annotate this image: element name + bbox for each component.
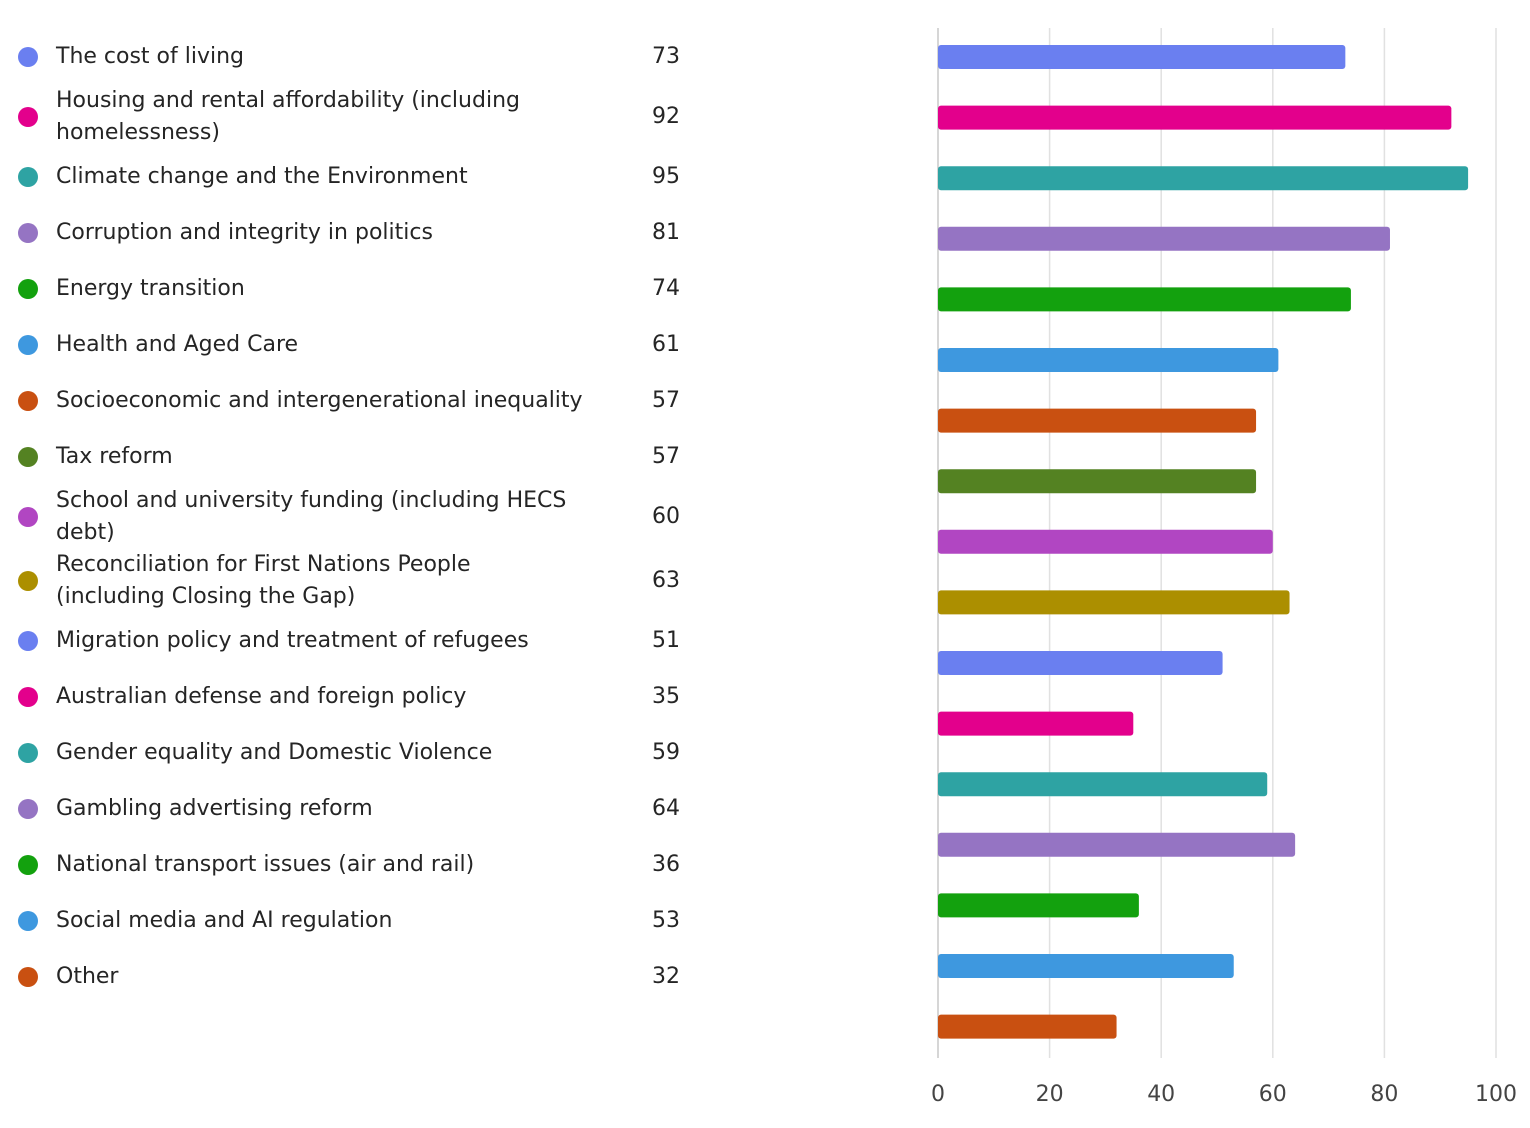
- bar-chart: 0 20 40 60 80 100: [931, 28, 1517, 1107]
- bar[interactable]: [938, 105, 1452, 130]
- legend-value: 64: [652, 796, 680, 821]
- legend-value: 81: [652, 220, 680, 245]
- legend-item: Australian defense and foreign policy 35: [0, 665, 720, 729]
- legend-marker-icon: [18, 855, 38, 875]
- legend-marker-icon: [18, 571, 38, 591]
- legend: The cost of living 73 Housing and rental a…: [0, 0, 720, 1128]
- legend-item: National transport issues (air and rail)…: [0, 833, 720, 897]
- bar[interactable]: [938, 1014, 1117, 1039]
- legend-item: Housing and rental affordability (includ…: [0, 85, 720, 149]
- legend-item: Tax reform 57: [0, 425, 720, 489]
- bar[interactable]: [938, 348, 1279, 372]
- x-tick-label: 100: [1475, 1082, 1517, 1107]
- bar[interactable]: [938, 590, 1290, 615]
- legend-value: 60: [652, 504, 680, 529]
- legend-label: Social media and AI regulation: [56, 908, 393, 933]
- legend-marker-icon: [18, 47, 38, 67]
- legend-value: 59: [652, 740, 680, 765]
- legend-label: Migration policy and treatment of refuge…: [56, 628, 529, 653]
- legend-label: Health and Aged Care: [56, 332, 299, 357]
- legend-value: 73: [652, 44, 680, 69]
- bar[interactable]: [938, 45, 1346, 69]
- bar[interactable]: [938, 226, 1390, 251]
- legend-label: Housing and rental affordability (includ…: [56, 88, 520, 145]
- legend-marker-icon: [18, 687, 38, 707]
- legend-marker-icon: [18, 447, 38, 467]
- bar[interactable]: [938, 954, 1234, 978]
- legend-value: 57: [652, 444, 680, 469]
- legend-marker-icon: [18, 631, 38, 651]
- legend-value: 57: [652, 388, 680, 413]
- legend-item: Migration policy and treatment of refuge…: [0, 609, 720, 673]
- legend-value: 74: [652, 276, 680, 301]
- legend-marker-icon: [18, 743, 38, 763]
- legend-item: Health and Aged Care 61: [0, 313, 720, 377]
- x-tick-label: 80: [1370, 1082, 1398, 1107]
- legend-value: 95: [652, 164, 680, 189]
- x-tick-label: 60: [1259, 1082, 1287, 1107]
- bar[interactable]: [938, 893, 1139, 918]
- legend-value: 51: [652, 628, 680, 653]
- bar[interactable]: [938, 287, 1351, 312]
- legend-label: Climate change and the Environment: [56, 164, 468, 189]
- legend-label: National transport issues (air and rail): [56, 852, 475, 877]
- legend-marker-icon: [18, 223, 38, 243]
- legend-label: Australian defense and foreign policy: [56, 684, 467, 709]
- legend-label: Reconciliation for First Nations People …: [56, 552, 471, 609]
- legend-value: 36: [652, 852, 680, 877]
- bar[interactable]: [938, 711, 1134, 736]
- legend-value: 35: [652, 684, 680, 709]
- bar[interactable]: [938, 651, 1223, 675]
- x-tick-label: 40: [1147, 1082, 1175, 1107]
- legend-value: 92: [652, 104, 680, 129]
- legend-marker-icon: [18, 335, 38, 355]
- legend-marker-icon: [18, 107, 38, 127]
- legend-label: Socioeconomic and intergenerational ineq…: [56, 388, 583, 413]
- legend-item: Socioeconomic and intergenerational ineq…: [0, 369, 720, 433]
- legend-value: 32: [652, 964, 680, 989]
- legend-marker-icon: [18, 967, 38, 987]
- legend-item: School and university funding (including…: [0, 485, 720, 549]
- bar[interactable]: [938, 469, 1257, 494]
- legend-label: Energy transition: [56, 276, 245, 301]
- legend-item: Gender equality and Domestic Violence 59: [0, 721, 720, 785]
- legend-marker-icon: [18, 911, 38, 931]
- legend-item: Corruption and integrity in politics 81: [0, 201, 720, 265]
- legend-item: Other 32: [0, 945, 720, 1009]
- bar[interactable]: [938, 772, 1268, 797]
- legend-label: Other: [56, 964, 119, 989]
- bar[interactable]: [938, 832, 1296, 857]
- legend-label: Gender equality and Domestic Violence: [56, 740, 493, 765]
- legend-item: Social media and AI regulation 53: [0, 889, 720, 953]
- legend-marker-icon: [18, 279, 38, 299]
- legend-label: The cost of living: [56, 44, 245, 69]
- bar[interactable]: [938, 408, 1257, 433]
- x-tick-label: 0: [931, 1082, 945, 1107]
- legend-marker-icon: [18, 167, 38, 187]
- legend-marker-icon: [18, 507, 38, 527]
- legend-label: School and university funding (including…: [56, 488, 567, 545]
- legend-item: Climate change and the Environment 95: [0, 145, 720, 209]
- legend-item: Gambling advertising reform 64: [0, 777, 720, 841]
- legend-marker-icon: [18, 391, 38, 411]
- legend-value: 61: [652, 332, 680, 357]
- legend-label: Corruption and integrity in politics: [56, 220, 433, 245]
- legend-item: Reconciliation for First Nations People …: [0, 549, 720, 613]
- legend-item: The cost of living 73: [0, 25, 720, 89]
- legend-item: Energy transition 74: [0, 257, 720, 321]
- legend-value: 53: [652, 908, 680, 933]
- bar[interactable]: [938, 166, 1469, 191]
- legend-label: Tax reform: [56, 444, 173, 469]
- legend-label: Gambling advertising reform: [56, 796, 373, 821]
- bar[interactable]: [938, 529, 1273, 554]
- legend-value: 63: [652, 568, 680, 593]
- legend-marker-icon: [18, 799, 38, 819]
- x-tick-label: 20: [1036, 1082, 1064, 1107]
